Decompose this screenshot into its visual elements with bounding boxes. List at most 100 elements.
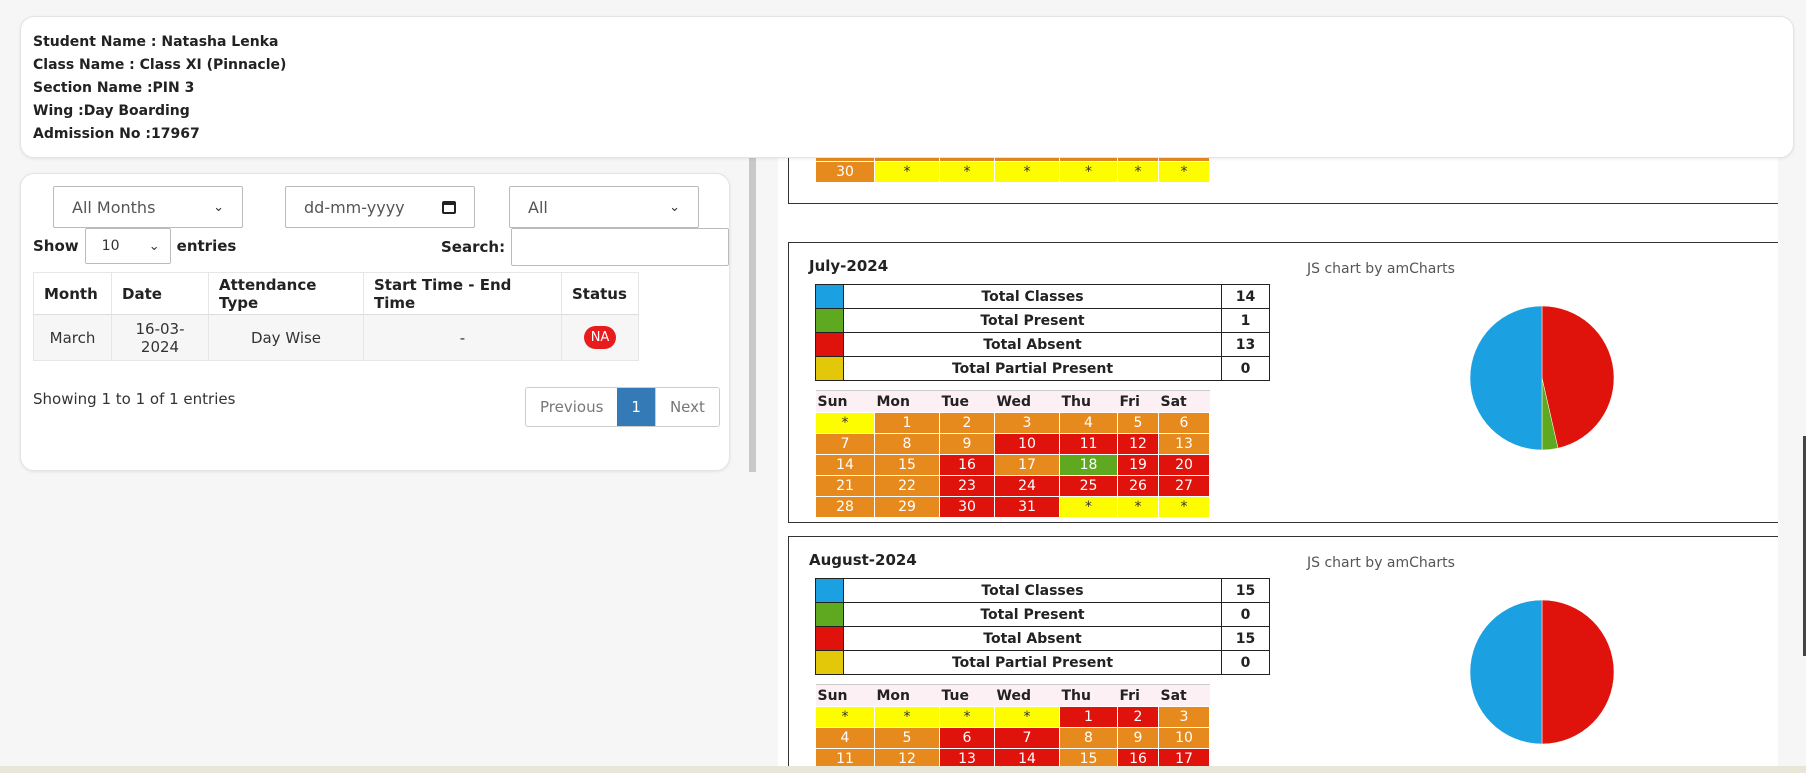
totals-value: 0 [1221,650,1270,675]
calendar-week-row: 14 15 16 17 18 19 20 [815,454,1210,476]
pie-slice[interactable] [1469,305,1543,451]
weekday-tue: Tue [939,390,995,413]
calendar-day-cell: * [1117,161,1159,183]
legend-swatch [815,626,844,651]
pagination: Previous 1 Next [525,387,720,427]
totals-label: Total Classes [843,284,1222,309]
column-header-attendance-type[interactable]: Attendance Type [208,272,364,315]
calendar-day-cell: 30 [815,161,875,183]
entries-label: entries [176,237,237,255]
weekday-fri: Fri [1117,390,1159,413]
weekday-sat: Sat [1158,390,1210,413]
pie-slice[interactable] [1469,599,1543,745]
page-1-button[interactable]: 1 [617,388,655,426]
calendar-day-cell: 14 [994,748,1060,770]
status-badge: NA [583,326,617,349]
july-totals-table: Total Classes 14 Total Present 1 Total Absen… [815,284,1270,381]
calendar-day-cell: * [1059,161,1118,183]
totals-row: Total Present 1 [815,308,1270,333]
page-scrollbar[interactable] [1803,436,1806,656]
totals-row: Total Partial Present 0 [815,356,1270,381]
amcharts-credit[interactable]: JS chart by amCharts [1307,261,1455,277]
admission-no: Admission No :17967 [33,126,200,142]
weekday-sun: Sun [815,684,875,707]
calendar-day-cell: 16 [1117,748,1159,770]
calendar-day-cell: * [994,161,1060,183]
table-search: Search: [441,228,730,266]
totals-row: Total Absent 15 [815,626,1270,651]
show-label: Show [33,237,79,255]
july-pie-chart[interactable] [1469,305,1615,451]
legend-swatch [815,356,844,381]
calendar-day-cell: 6 [1158,412,1210,434]
cell-time: - [363,314,562,361]
calendar-day-cell: * [1158,161,1210,183]
student-info-card: Student Name : Natasha Lenka Class Name … [20,16,1794,158]
cell-date: 16-03-2024 [111,314,209,361]
totals-row: Total Present 0 [815,602,1270,627]
previous-button[interactable]: Previous [526,388,618,426]
totals-value: 0 [1221,356,1270,381]
attendance-table: Month Date Attendance Type Start Time - … [33,272,639,361]
totals-row: Total Partial Present 0 [815,650,1270,675]
pie-slice[interactable] [1541,305,1615,449]
totals-value: 15 [1221,578,1270,603]
next-button[interactable]: Next [654,388,719,426]
calendar-day-cell: * [815,412,875,434]
calendar-day-cell: 7 [994,727,1060,749]
weekday-thu: Thu [1059,390,1118,413]
column-header-date[interactable]: Date [111,272,209,315]
calendar-header-row: Sun Mon Tue Wed Thu Fri Sat [815,390,1210,413]
calendar-week-row: * 1 2 3 4 5 6 [815,412,1210,434]
type-filter-select[interactable]: All ⌄ [509,186,699,228]
totals-label: Total Classes [843,578,1222,603]
table-header-row: Month Date Attendance Type Start Time - … [33,272,639,315]
month-title: July-2024 [809,257,889,275]
calendar-day-cell: 9 [1117,727,1159,749]
chevron-down-icon: ⌄ [669,199,680,215]
calendar-day-cell: 26 [1117,475,1159,497]
type-filter-value: All [528,197,548,217]
search-input[interactable] [511,228,730,266]
column-header-status[interactable]: Status [561,272,639,315]
august-pie-chart[interactable] [1469,599,1615,745]
calendar-day-cell: 14 [815,454,875,476]
legend-swatch [815,308,844,333]
calendar-week-row: 4 5 6 7 8 9 10 [815,727,1210,749]
calendar-header-row: Sun Mon Tue Wed Thu Fri Sat [815,684,1210,707]
entries-length-control: Show 10 ⌄ entries [33,228,236,264]
chevron-down-icon: ⌄ [148,238,160,254]
date-filter-placeholder: dd-mm-yyyy [304,197,405,217]
calendar-week-row: 30 * * * * * * [815,161,1210,183]
legend-swatch [815,602,844,627]
student-name: Student Name : Natasha Lenka [33,34,279,50]
calendar-icon[interactable] [442,200,456,214]
totals-label: Total Absent [843,626,1222,651]
wing-name: Wing :Day Boarding [33,103,190,119]
calendar-day-cell: 3 [1158,706,1210,728]
pie-slice[interactable] [1541,599,1615,745]
totals-value: 1 [1221,308,1270,333]
calendar-day-cell: 13 [1158,433,1210,455]
calendar-day-cell: 3 [994,412,1060,434]
amcharts-credit[interactable]: JS chart by amCharts [1307,555,1455,571]
entries-select[interactable]: 10 ⌄ [84,228,171,264]
cell-month: March [33,314,112,361]
calendar-day-cell: 16 [939,454,995,476]
column-header-time[interactable]: Start Time - End Time [363,272,562,315]
calendar-day-cell: 12 [1117,433,1159,455]
left-panel-scrollbar[interactable] [749,158,756,472]
date-filter-input[interactable]: dd-mm-yyyy [285,186,475,228]
totals-label: Total Present [843,308,1222,333]
column-header-month[interactable]: Month [33,272,112,315]
chevron-down-icon: ⌄ [213,199,224,215]
calendar-day-cell: 27 [1158,475,1210,497]
month-filter-select[interactable]: All Months ⌄ [53,186,243,228]
calendar-day-cell: 25 [1059,475,1118,497]
calendar-day-cell: 1 [874,412,940,434]
totals-value: 13 [1221,332,1270,357]
attendance-list-card: All Months ⌄ dd-mm-yyyy All ⌄ Show 10 ⌄ … [20,173,730,471]
